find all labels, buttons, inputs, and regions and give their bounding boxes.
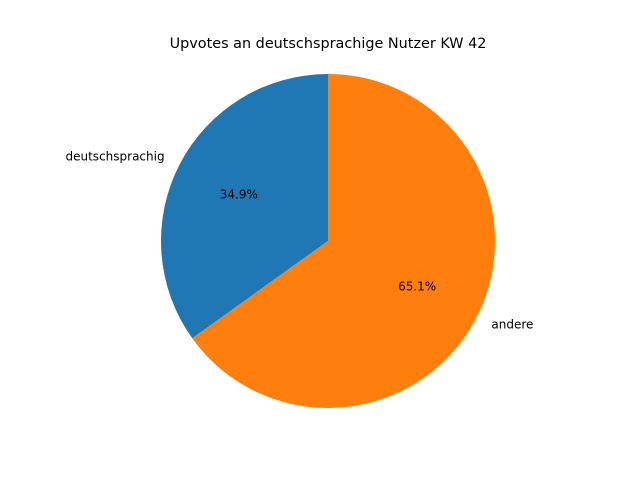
pie-slice xyxy=(192,74,496,409)
value-label: 34.9% xyxy=(220,188,258,202)
slice-label: andere xyxy=(491,317,533,331)
pie-slice xyxy=(161,74,328,339)
chart-title: Upvotes an deutschsprachige Nutzer KW 42 xyxy=(170,36,487,52)
value-label: 65.1% xyxy=(398,279,436,293)
slice-label: deutschsprachig xyxy=(66,150,165,164)
